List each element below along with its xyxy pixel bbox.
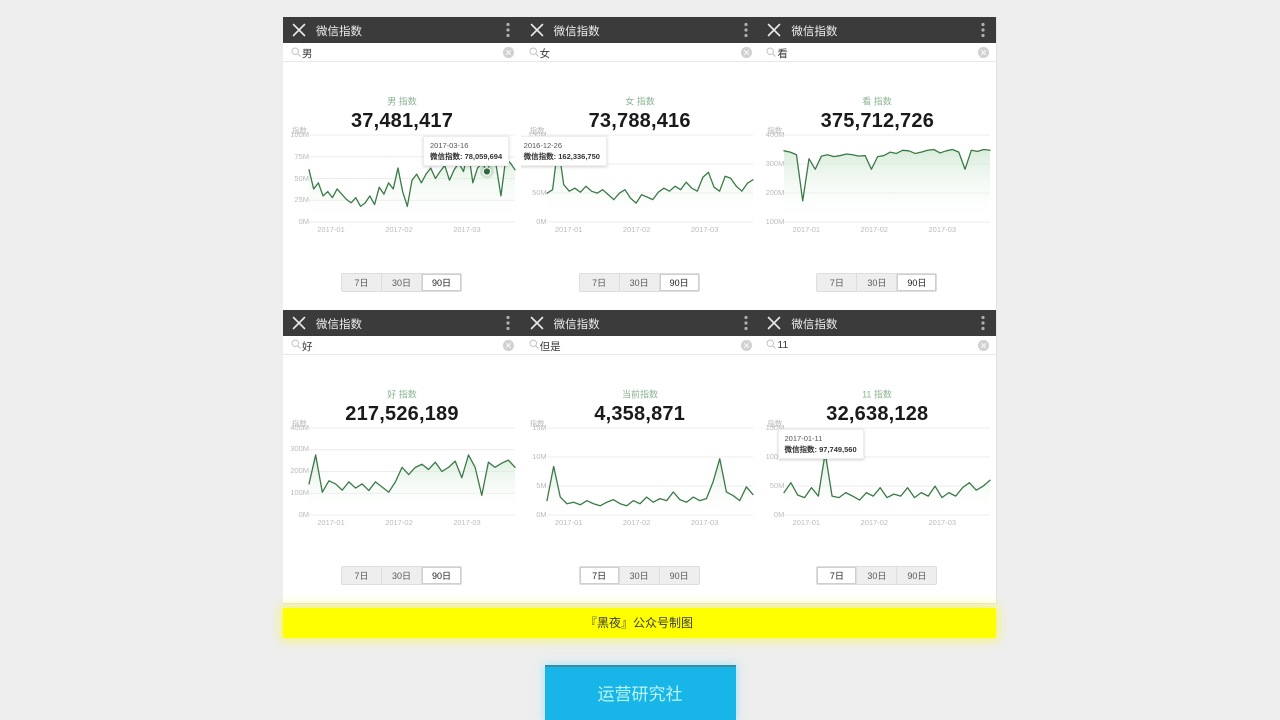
svg-text:『黑夜』公众号制图: 『黑夜』公众号制图 <box>585 615 693 630</box>
svg-text:女 指数: 女 指数 <box>625 96 655 107</box>
svg-text:当前指数: 当前指数 <box>622 388 658 399</box>
svg-text:看 指数: 看 指数 <box>863 96 893 107</box>
svg-text:11 指数: 11 指数 <box>862 388 892 399</box>
svg-text:男 指数: 男 指数 <box>387 96 417 107</box>
svg-text:运营研究社: 运营研究社 <box>598 685 683 704</box>
svg-text:好 指数: 好 指数 <box>387 388 417 399</box>
